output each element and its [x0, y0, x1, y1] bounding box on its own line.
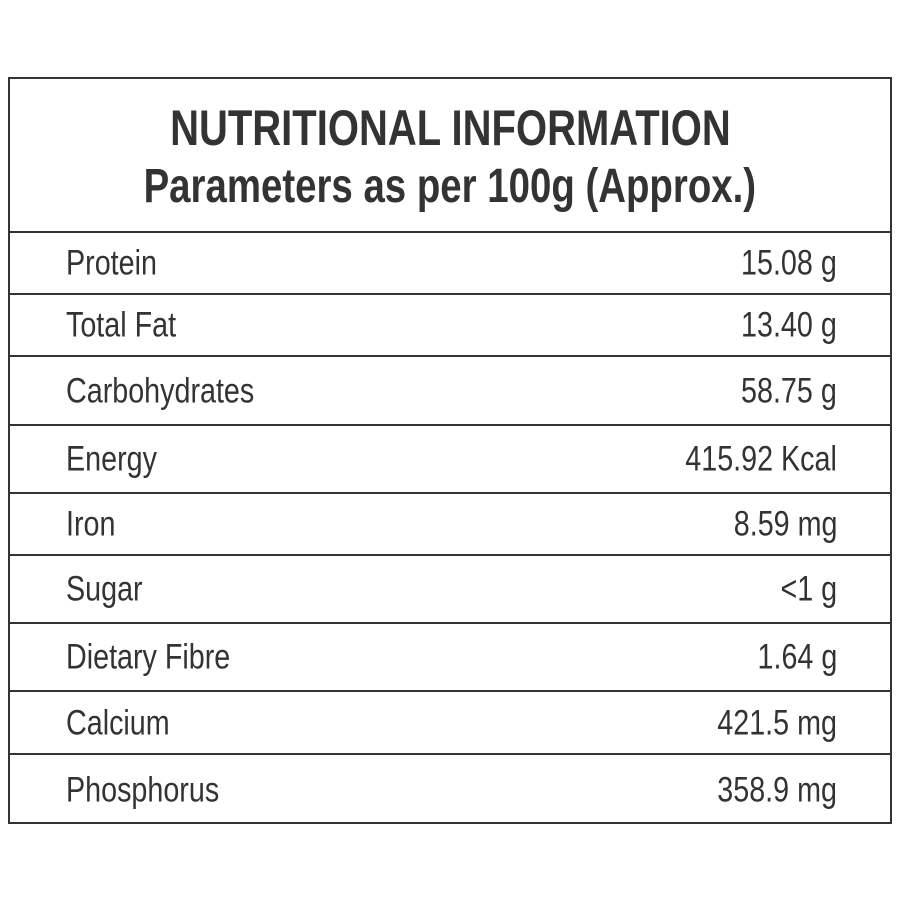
table-subtitle: Parameters as per 100g (Approx.)	[10, 159, 890, 214]
table-row: Phosphorus 358.9 mg	[10, 755, 890, 824]
row-value: 15.08 g	[741, 243, 837, 283]
row-value: 415.92 Kcal	[685, 439, 837, 479]
row-label: Carbohydrates	[66, 371, 255, 410]
table-row: Total Fat 13.40 g	[10, 295, 890, 357]
row-label: Sugar	[66, 569, 143, 609]
nutrition-table: NUTRITIONAL INFORMATION Parameters as pe…	[8, 77, 892, 824]
row-label: Dietary Fibre	[66, 637, 231, 677]
row-value: 13.40 g	[741, 305, 837, 345]
table-row: Calcium 421.5 mg	[10, 692, 890, 755]
table-row: Iron 8.59 mg	[10, 494, 890, 556]
table-row: Energy 415.92 Kcal	[10, 426, 890, 494]
row-value: 421.5 mg	[717, 703, 837, 742]
row-label: Calcium	[66, 703, 170, 742]
row-label: Energy	[66, 439, 157, 479]
row-label: Iron	[66, 504, 116, 544]
table-row: Protein 15.08 g	[10, 233, 890, 295]
subtitle-text: Parameters as per 100g (Approx.)	[143, 160, 757, 213]
row-value: 1.64 g	[757, 637, 837, 677]
table-title: NUTRITIONAL INFORMATION	[10, 99, 890, 157]
table-row: Sugar <1 g	[10, 556, 890, 624]
row-value: 8.59 mg	[733, 504, 837, 544]
row-label: Protein	[66, 243, 157, 283]
row-value: <1 g	[780, 569, 837, 609]
table-header: NUTRITIONAL INFORMATION Parameters as pe…	[10, 79, 890, 233]
row-label: Total Fat	[66, 305, 177, 345]
row-label: Phosphorus	[66, 770, 220, 809]
row-value: 358.9 mg	[717, 770, 837, 809]
table-row: Dietary Fibre 1.64 g	[10, 624, 890, 692]
row-value: 58.75 g	[741, 371, 837, 410]
title-text: NUTRITIONAL INFORMATION	[169, 100, 731, 156]
table-row: Carbohydrates 58.75 g	[10, 357, 890, 426]
